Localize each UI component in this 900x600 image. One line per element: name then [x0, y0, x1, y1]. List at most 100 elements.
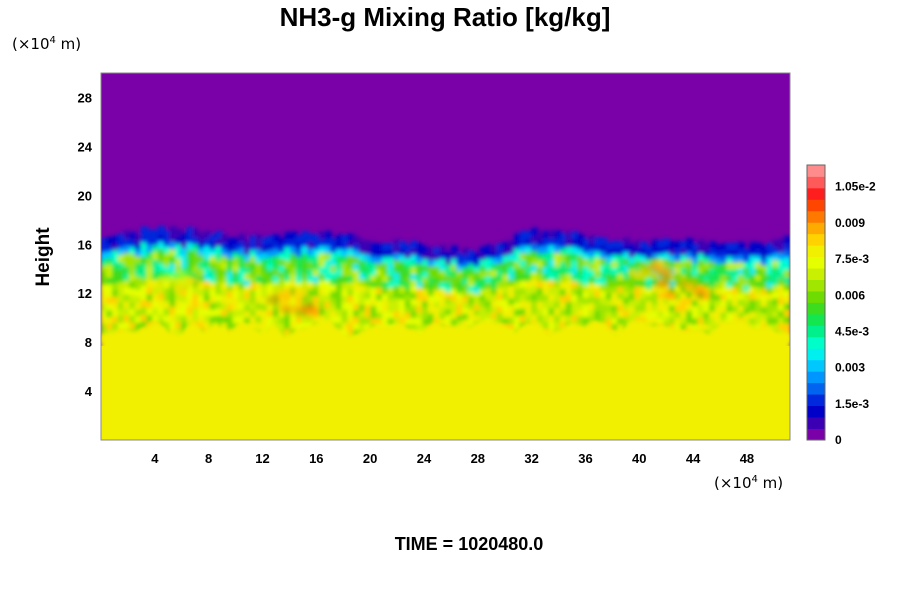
field-cell	[622, 296, 631, 305]
field-cell	[249, 268, 258, 277]
field-cell	[485, 280, 493, 289]
field-cell	[605, 304, 614, 313]
field-cell	[737, 254, 746, 263]
field-cell	[697, 245, 705, 254]
field-cell	[387, 267, 395, 276]
field-cell	[180, 266, 189, 276]
field-cell	[766, 249, 774, 257]
field-cell	[594, 237, 602, 246]
field-cell	[433, 312, 441, 320]
field-cell	[140, 255, 148, 264]
field-cell	[157, 225, 166, 235]
field-cell	[215, 231, 223, 240]
field-layer	[101, 225, 790, 344]
field-cell	[295, 261, 303, 270]
field-cell	[783, 295, 790, 304]
field-cell	[657, 246, 665, 255]
field-cell	[755, 323, 763, 331]
field-cell	[416, 304, 424, 313]
field-cell	[422, 281, 430, 290]
field-cell	[134, 281, 143, 290]
field-cell	[192, 306, 200, 315]
field-cell	[737, 248, 746, 256]
field-cell	[628, 286, 636, 295]
field-cell	[525, 279, 533, 288]
colorbar-swatch	[807, 199, 825, 212]
field-cell	[249, 261, 258, 271]
field-cell	[668, 247, 677, 256]
field-cell	[462, 312, 470, 320]
field-cell	[703, 267, 711, 276]
field-cell	[732, 248, 740, 257]
field-cell	[531, 284, 539, 294]
field-cell	[778, 290, 786, 299]
field-cell	[341, 241, 349, 250]
field-cell	[387, 261, 395, 270]
field-cell	[645, 275, 654, 284]
field-cell	[749, 316, 757, 325]
field-cell	[301, 238, 309, 247]
field-cell	[450, 311, 458, 320]
field-cell	[163, 313, 171, 323]
field-cell	[496, 255, 504, 264]
field-cell	[152, 250, 160, 260]
field-cell	[594, 289, 602, 298]
field-cell	[582, 277, 591, 286]
field-cell	[439, 281, 447, 289]
field-cell	[140, 233, 148, 243]
field-cell	[186, 234, 194, 243]
field-cell	[531, 263, 539, 273]
field-cell	[399, 278, 407, 287]
field-cell	[163, 237, 171, 247]
field-cell	[370, 286, 378, 294]
field-cell	[410, 240, 418, 249]
field-cell	[473, 314, 481, 322]
field-cell	[743, 318, 751, 326]
field-cell	[622, 302, 631, 311]
field-cell	[778, 238, 786, 247]
field-cell	[272, 240, 280, 250]
field-cell	[485, 293, 493, 301]
field-cell	[622, 250, 631, 259]
field-cell	[663, 245, 671, 254]
field-cell	[106, 269, 114, 278]
field-cell	[146, 285, 154, 295]
field-cell	[123, 293, 131, 302]
field-cell	[668, 253, 677, 262]
field-cell	[456, 269, 464, 277]
field-cell	[726, 273, 734, 282]
field-cell	[106, 250, 114, 259]
field-cell	[226, 270, 235, 279]
field-cell	[215, 251, 223, 261]
field-cell	[594, 269, 602, 278]
field-cell	[381, 317, 390, 325]
field-cell	[778, 257, 786, 266]
field-cell	[101, 244, 108, 253]
field-cell	[462, 306, 470, 314]
x-unit-suffix: m)	[758, 474, 783, 492]
field-cell	[163, 286, 171, 295]
field-cell	[106, 322, 114, 331]
field-cell	[651, 252, 659, 261]
field-cell	[192, 257, 200, 266]
field-cell	[565, 307, 573, 316]
field-cell	[146, 264, 154, 274]
field-cell	[571, 265, 579, 275]
field-cell	[542, 307, 550, 316]
field-cell	[628, 280, 636, 288]
field-cell	[508, 246, 516, 255]
field-cell	[456, 264, 464, 272]
field-cell	[766, 279, 774, 288]
field-cell	[766, 273, 774, 282]
field-cell	[600, 237, 608, 246]
field-cell	[726, 292, 734, 301]
field-cell	[531, 234, 539, 244]
field-cell	[192, 264, 200, 273]
field-cell	[720, 298, 728, 307]
field-cell	[686, 309, 694, 318]
field-cell	[318, 244, 326, 254]
y-tick-label: 20	[78, 188, 92, 203]
field-cell	[404, 257, 413, 265]
field-cell	[714, 293, 723, 301]
field-cell	[129, 266, 137, 275]
